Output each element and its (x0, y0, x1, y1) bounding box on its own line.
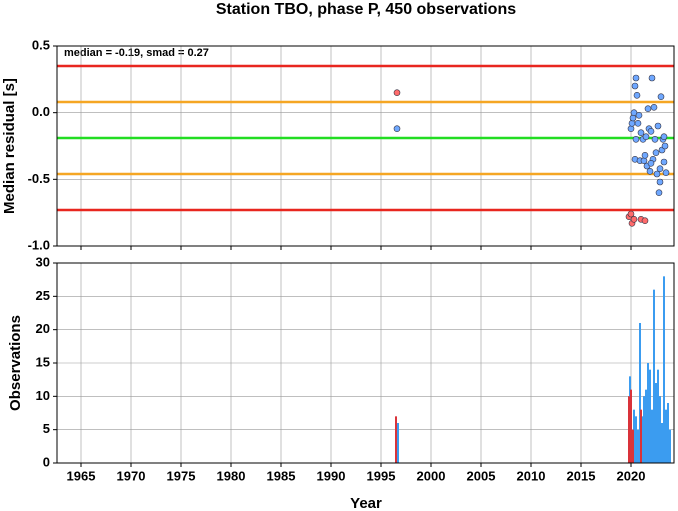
point (641, 152, 649, 159)
bar (639, 323, 641, 463)
point (629, 114, 637, 122)
bar (628, 396, 630, 463)
bar (659, 396, 661, 463)
y-tick-label: 0.0 (32, 104, 50, 119)
bar (663, 276, 665, 463)
point (646, 168, 654, 175)
bar (640, 409, 642, 463)
point (632, 74, 640, 82)
point (637, 129, 645, 136)
point (652, 149, 660, 156)
point (647, 128, 655, 135)
y-tick-label: 0 (43, 454, 50, 469)
y-tick-label: 15 (36, 354, 50, 369)
x-axis-label: Year (350, 495, 382, 511)
bar (645, 389, 647, 463)
annotation: median = -0.19, smad = 0.27 (64, 47, 209, 59)
point (660, 158, 668, 166)
point (654, 122, 662, 130)
bar (651, 409, 653, 463)
y-tick-label: 10 (36, 388, 50, 403)
point (627, 125, 635, 132)
bar (649, 369, 651, 463)
y-axis-label: Observations (7, 315, 24, 411)
x-tick-label: 1975 (167, 468, 196, 483)
point (651, 136, 659, 143)
point (648, 74, 656, 82)
y-tick-label: 0.5 (32, 37, 50, 52)
y-axis-label: Median residual [s] (1, 78, 18, 214)
bar (395, 416, 397, 463)
bar (667, 403, 669, 463)
y-tick-label: -1.0 (28, 237, 50, 252)
bar (397, 423, 399, 463)
x-tick-label: 1995 (367, 468, 396, 483)
y-tick-label: 25 (36, 288, 50, 303)
point (641, 217, 649, 224)
x-tick-label: 2005 (467, 468, 496, 483)
point (662, 169, 670, 176)
chart-title: Station TBO, phase P, 450 observations (216, 1, 516, 18)
point (640, 157, 648, 164)
point (656, 178, 664, 186)
point (634, 120, 642, 127)
point (627, 210, 635, 218)
bar (643, 396, 645, 463)
point (653, 170, 661, 178)
x-tick-label: 2020 (617, 468, 646, 483)
y-tick-label: 30 (36, 254, 50, 269)
bar (632, 429, 634, 463)
x-tick-label: 2010 (517, 468, 546, 483)
point (628, 120, 636, 127)
x-tick-label: 2000 (417, 468, 446, 483)
point (655, 189, 663, 196)
point (630, 109, 638, 116)
point (393, 89, 401, 96)
bar (665, 409, 667, 463)
bar (630, 389, 632, 463)
x-tick-label: 1970 (117, 468, 146, 483)
x-tick-label: 1990 (317, 468, 346, 483)
plot-frame (56, 45, 675, 247)
point (642, 133, 650, 140)
y-tick-label: 5 (43, 421, 50, 436)
bar (653, 289, 655, 463)
point (393, 125, 401, 132)
x-tick-label: 1965 (67, 468, 96, 483)
bar (657, 369, 659, 463)
point (660, 133, 668, 140)
point (630, 216, 638, 223)
point (647, 160, 655, 167)
bar (655, 383, 657, 463)
x-tick-label: 1985 (267, 468, 296, 483)
x-tick-label: 1980 (217, 468, 246, 483)
bar (647, 363, 649, 463)
bar (635, 416, 637, 463)
point (633, 92, 641, 99)
y-tick-label: -0.5 (28, 171, 50, 186)
bar (637, 429, 639, 463)
bar (669, 429, 671, 463)
point (631, 82, 639, 90)
y-tick-label: 20 (36, 321, 50, 336)
bar (661, 423, 663, 463)
point (644, 105, 652, 112)
point (656, 165, 664, 172)
x-tick-label: 2015 (567, 468, 596, 483)
point (657, 93, 665, 100)
point (632, 136, 640, 143)
plot-frame (56, 262, 675, 464)
point (635, 112, 643, 119)
point (650, 104, 658, 111)
point (661, 142, 669, 150)
